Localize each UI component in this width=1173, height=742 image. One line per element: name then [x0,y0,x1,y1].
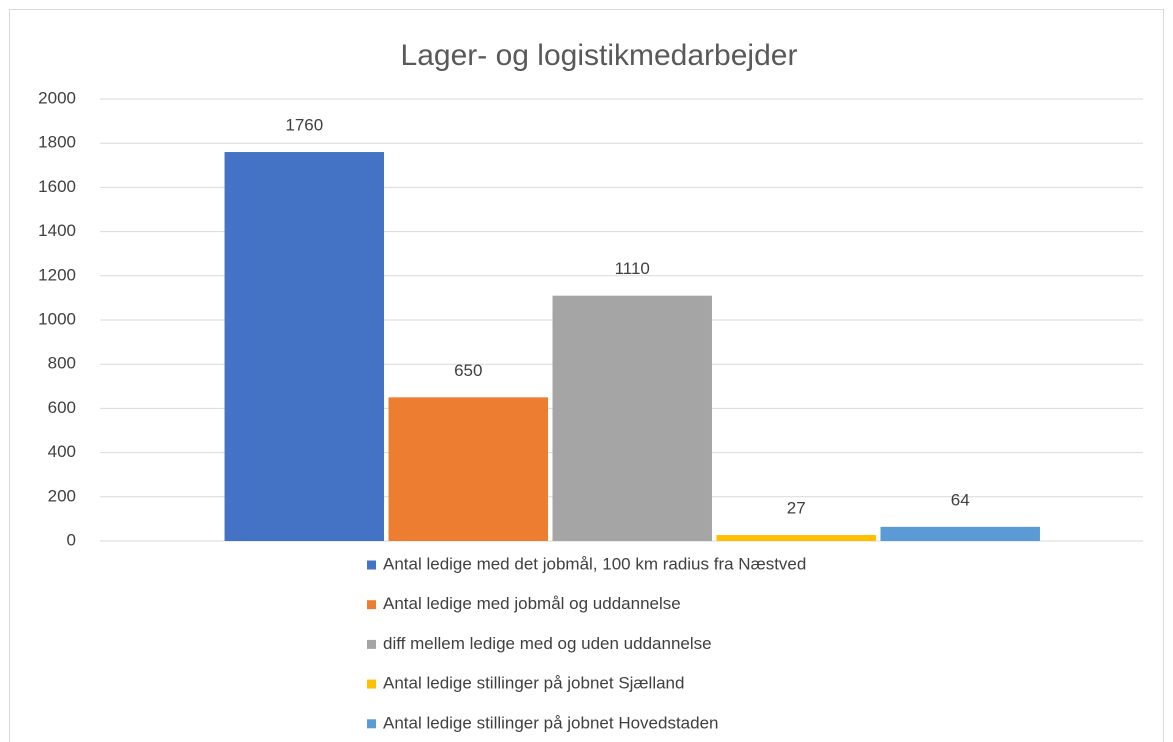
legend-marker [367,719,376,729]
y-tick-label: 1200 [38,265,76,284]
legend-marker [367,679,376,689]
y-tick-label: 2000 [38,88,76,107]
data-label: 650 [454,361,482,380]
y-tick-label: 1000 [38,309,76,328]
y-tick-label: 600 [48,398,76,417]
bar [224,152,385,542]
data-label: 1110 [615,259,650,278]
data-label: 1760 [285,116,323,135]
bar [552,295,712,541]
legend-label: Antal ledige med jobmål og uddannelse [383,594,681,613]
data-label: 64 [951,490,970,509]
y-tick-label: 800 [48,354,76,373]
data-label: 27 [787,499,806,518]
legend-label: Antal ledige stillinger på jobnet Sjælla… [383,674,684,693]
y-tick-label: 1400 [38,221,76,240]
legend-label: Antal ledige stillinger på jobnet Hoveds… [383,713,719,732]
legend-label: diff mellem ledige med og uden uddannels… [383,634,712,653]
legend-label: Antal ledige med det jobmål, 100 km radi… [383,554,806,573]
legend-marker [367,639,376,649]
bar [880,526,1040,541]
y-tick-label: 1800 [38,133,76,152]
y-tick-label: 0 [67,530,76,549]
y-tick-label: 1600 [38,177,76,196]
y-tick-label: 200 [48,486,76,505]
legend-marker [367,560,376,570]
bar [388,397,549,541]
y-tick-label: 400 [48,442,76,461]
legend-marker [367,600,376,610]
chart-title: Lager- og logistikmedarbejder [401,39,798,72]
bar [716,535,876,541]
